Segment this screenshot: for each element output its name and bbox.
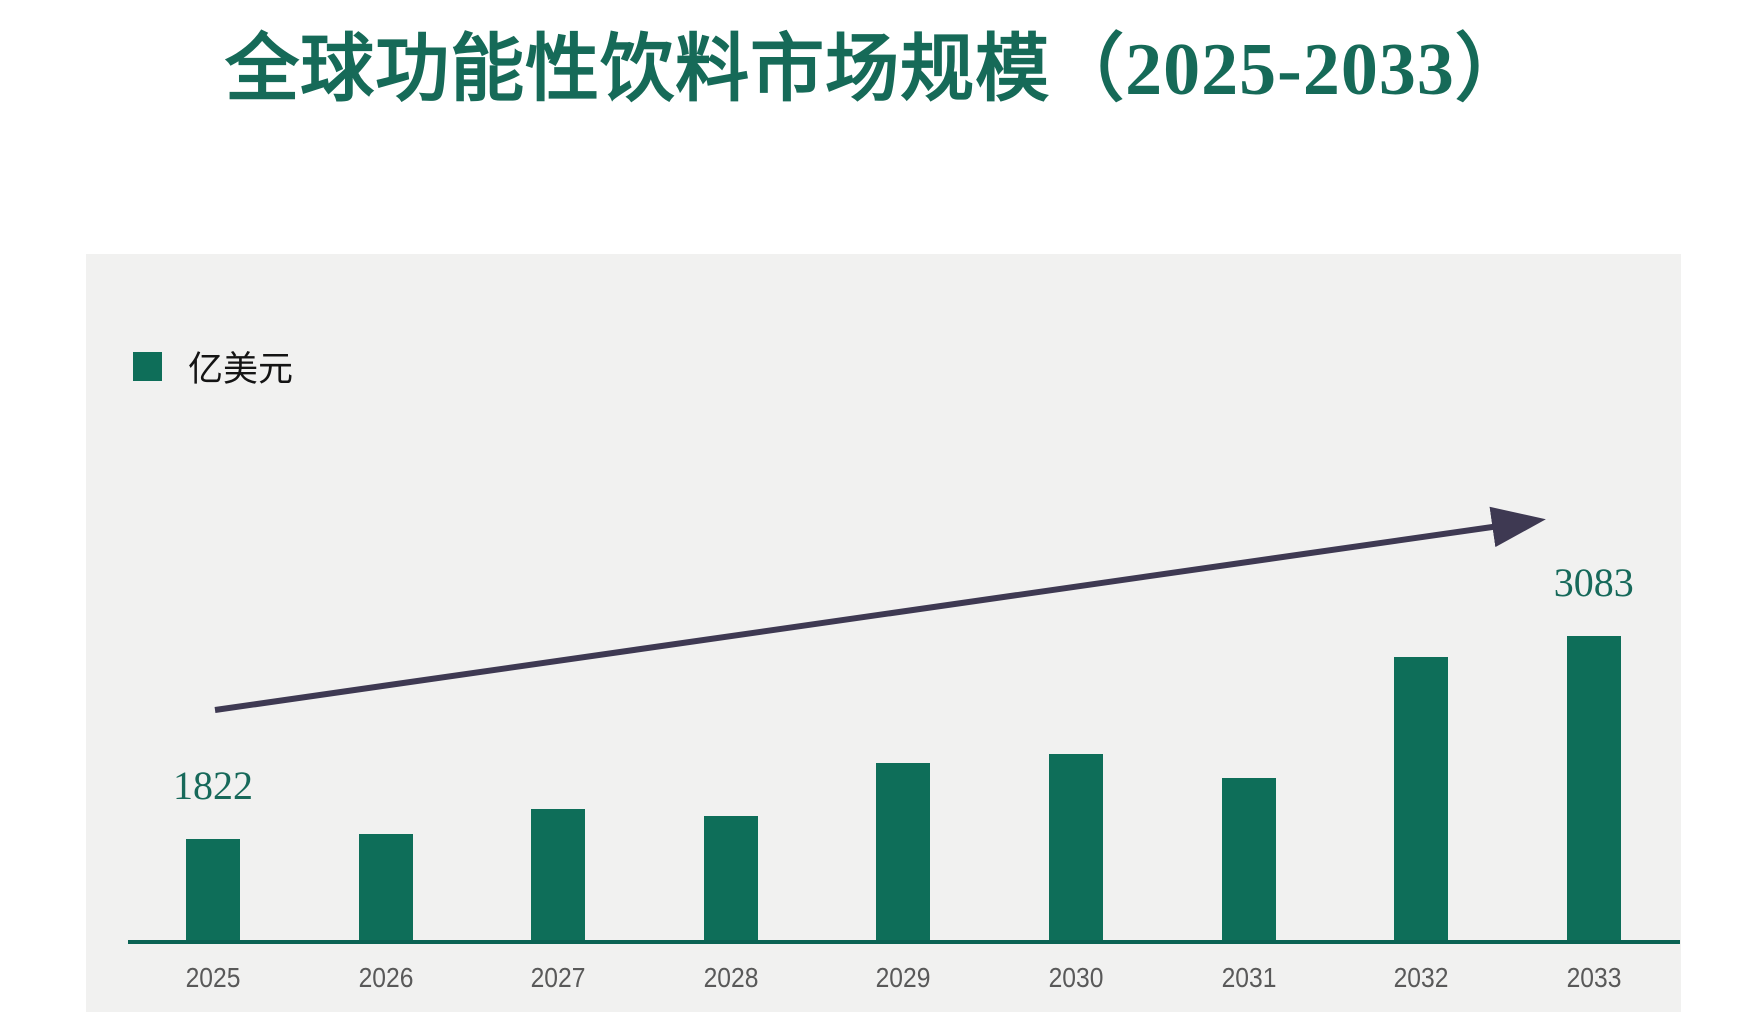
x-axis-label-2028: 2028 <box>703 962 759 993</box>
x-axis-label-2025: 2025 <box>185 962 241 993</box>
x-axis-line <box>128 940 1680 944</box>
x-axis-label-2032: 2032 <box>1393 962 1449 993</box>
bar-2033 <box>1566 636 1621 944</box>
legend-label: 亿美元 <box>188 350 294 389</box>
bar-2029 <box>876 763 931 944</box>
data-label-2025: 1822 <box>173 763 253 808</box>
bar-2025 <box>186 839 240 944</box>
x-axis-label-2027: 2027 <box>530 962 586 993</box>
x-axis-label-2030: 2030 <box>1048 962 1104 993</box>
chart-title: 全球功能性饮料市场规模（2025-2033） <box>225 29 1530 111</box>
bar-2027 <box>531 809 586 944</box>
bar-2031 <box>1221 778 1276 944</box>
data-label-2033: 3083 <box>1553 560 1634 605</box>
bar-2032 <box>1394 657 1449 944</box>
bar-2026 <box>358 834 413 944</box>
x-axis-label-2029: 2029 <box>875 962 931 993</box>
bar-2030 <box>1049 754 1103 944</box>
legend-swatch-icon <box>133 352 162 381</box>
x-axis-label-2033: 2033 <box>1566 962 1622 993</box>
bar-2028 <box>703 816 758 944</box>
x-axis-label-2031: 2031 <box>1221 962 1276 993</box>
chart-panel: 亿美元 2025 2026 2027 2028 2029 2030 2031 2032 2033… <box>86 254 1681 1012</box>
legend: 亿美元 <box>133 341 293 392</box>
x-axis-label-2026: 2026 <box>358 962 413 993</box>
